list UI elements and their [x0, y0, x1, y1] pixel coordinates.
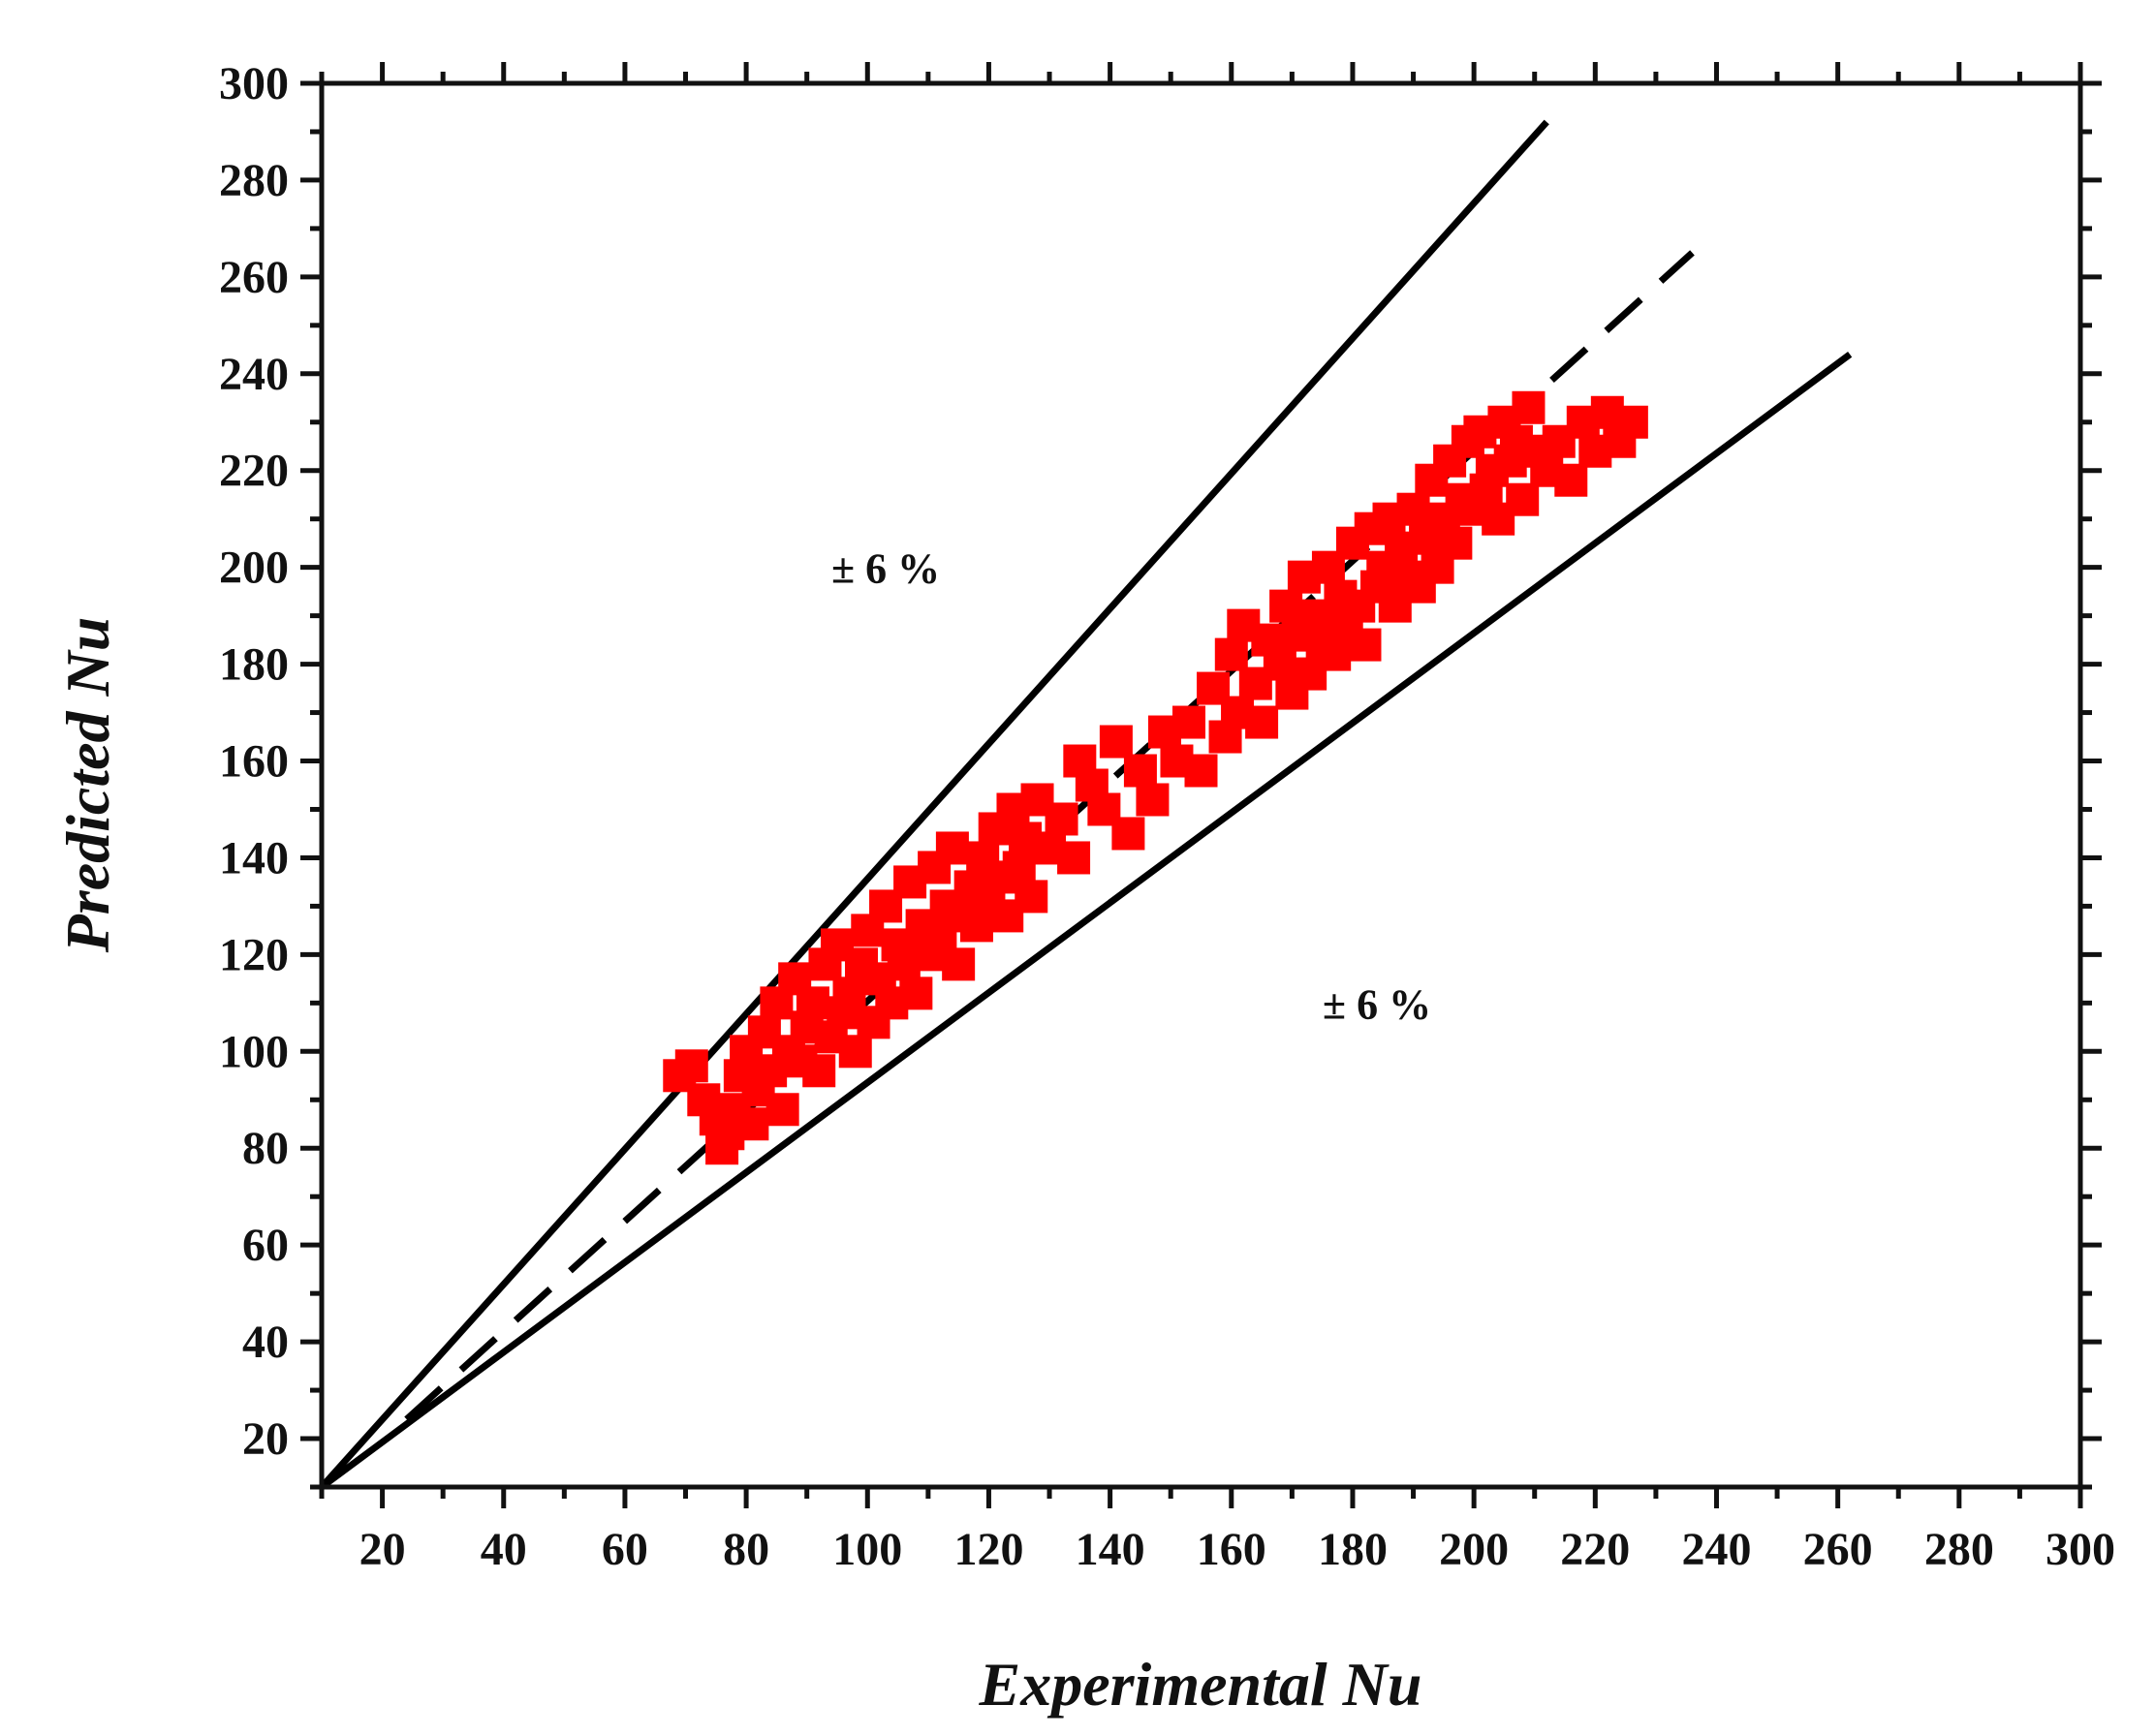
x-tick-label: 260: [1803, 1524, 1873, 1575]
x-tick-label: 120: [953, 1524, 1023, 1575]
x-tick-label: 280: [1924, 1524, 1994, 1575]
data-point: [1506, 482, 1540, 516]
data-point: [1614, 405, 1648, 439]
x-tick-label: 220: [1560, 1524, 1630, 1575]
axis-ticks: [300, 62, 2102, 1508]
y-tick-label: 80: [242, 1123, 289, 1174]
x-tick-label: 200: [1439, 1524, 1509, 1575]
y-tick-label: 40: [242, 1317, 289, 1368]
data-point: [1002, 851, 1036, 884]
data-point: [1396, 492, 1430, 526]
y-tick-label: 260: [219, 252, 289, 303]
data-point: [959, 909, 993, 943]
data-point: [1512, 390, 1546, 424]
y-tick-label: 20: [242, 1413, 289, 1465]
x-tick-label: 20: [359, 1524, 406, 1575]
x-tick-label: 100: [832, 1524, 902, 1575]
y-tick-label: 100: [219, 1026, 289, 1077]
data-point: [1184, 754, 1218, 788]
axis-tick-labels: 20 40 60 80 100 120 140 160 180 200 220 240 260 280 30…: [219, 58, 2115, 1575]
y-tick-label: 140: [219, 832, 289, 884]
data-point: [899, 976, 933, 1010]
data-points: [663, 390, 1648, 1165]
y-tick-label: 160: [219, 736, 289, 788]
data-point: [942, 947, 976, 981]
y-tick-label: 280: [219, 155, 289, 206]
x-tick-label: 140: [1076, 1524, 1145, 1575]
x-tick-label: 240: [1681, 1524, 1751, 1575]
y-tick-label: 220: [219, 446, 289, 497]
y-tick-label: 120: [219, 929, 289, 980]
data-point: [765, 1093, 799, 1127]
data-point: [832, 976, 866, 1010]
data-point: [1348, 628, 1382, 662]
data-point: [1015, 880, 1048, 914]
reference-lines: [319, 119, 1853, 1490]
data-point: [735, 1107, 769, 1141]
data-point: [1439, 526, 1473, 560]
data-point: [1136, 783, 1170, 817]
data-point: [1318, 637, 1352, 671]
data-point: [838, 1035, 872, 1069]
data-point: [1269, 589, 1303, 623]
data-point: [674, 1049, 708, 1083]
plot-frame: [319, 80, 2083, 1490]
y-tick-label: 200: [219, 542, 289, 594]
data-point: [1057, 841, 1091, 875]
data-point: [1111, 817, 1145, 851]
y-tick-label: 240: [219, 349, 289, 400]
y-tick-label: 300: [219, 58, 289, 109]
data-point: [1554, 463, 1588, 497]
data-point: [1245, 705, 1279, 739]
y-tick-label: 180: [219, 639, 289, 691]
data-point: [1171, 705, 1205, 739]
data-point: [1263, 647, 1296, 681]
annotations: ± 6 % ± 6 %: [831, 545, 1431, 1029]
data-point: [1214, 637, 1248, 671]
x-tick-label: 180: [1318, 1524, 1388, 1575]
y-tick-label: 60: [242, 1220, 289, 1271]
tolerance-annotation: ± 6 %: [831, 545, 940, 593]
y-axis-title: Predicted Nu: [53, 617, 122, 954]
data-point: [802, 1054, 836, 1088]
data-point: [935, 831, 969, 865]
data-point: [1123, 754, 1157, 788]
x-tick-label: 80: [723, 1524, 769, 1575]
x-tick-label: 300: [2046, 1524, 2115, 1575]
x-tick-label: 160: [1197, 1524, 1266, 1575]
x-tick-label: 40: [481, 1524, 527, 1575]
lower-bound-line: [319, 351, 1853, 1490]
x-tick-label: 60: [602, 1524, 648, 1575]
data-point: [1099, 725, 1133, 759]
upper-bound-line: [319, 119, 1549, 1490]
tolerance-annotation: ± 6 %: [1323, 980, 1431, 1028]
data-point: [1045, 802, 1078, 836]
x-axis-title: Experimental Nu: [979, 1650, 1422, 1719]
data-point: [796, 986, 829, 1020]
